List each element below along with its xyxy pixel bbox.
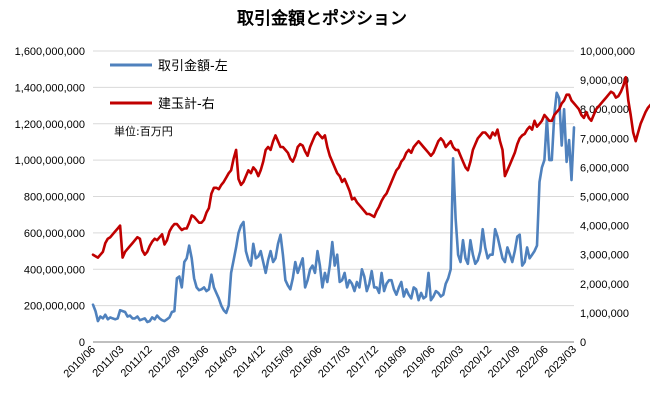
left-axis-tick-label: 1,000,000,000 — [15, 155, 85, 167]
left-axis-tick-label: 1,200,000,000 — [15, 119, 85, 131]
left-axis-tick-label: 1,400,000,000 — [15, 82, 85, 94]
right-axis-tick-label: 2,000,000 — [580, 279, 629, 291]
right-axis-tick-label: 4,000,000 — [580, 221, 629, 233]
series-line-open-interest — [91, 75, 650, 259]
right-axis-tick-label: 8,000,000 — [580, 104, 629, 116]
legend: 取引金額-左 建玉計-右 — [110, 58, 228, 112]
left-axis-ticks: 0 200,000,000 400,000,000 600,000,000 800,00… — [15, 46, 85, 349]
chart-title: 取引金額とポジション — [237, 8, 407, 29]
right-axis-ticks: 0 1,000,000 2,000,000 3,000,000 4,000,000 5,0… — [580, 46, 635, 349]
unit-label: 単位:百万円 — [114, 124, 173, 138]
right-axis-tick-label: 3,000,000 — [580, 250, 629, 262]
legend-label-trading-amount: 取引金額-左 — [158, 58, 228, 74]
left-axis-tick-label: 1,600,000,000 — [15, 46, 85, 58]
left-axis-tick-label: 800,000,000 — [24, 192, 85, 204]
left-axis-tick-label: 400,000,000 — [24, 264, 85, 276]
right-axis-tick-label: 0 — [580, 337, 586, 349]
series-lines — [91, 75, 650, 324]
left-axis-tick-label: 0 — [79, 337, 85, 349]
series-line-trading-amount — [91, 91, 576, 324]
right-axis-tick-label: 9,000,000 — [580, 75, 629, 87]
right-axis-tick-label: 7,000,000 — [580, 133, 629, 145]
gridlines — [93, 50, 574, 307]
right-axis-tick-label: 6,000,000 — [580, 162, 629, 174]
right-axis-tick-label: 10,000,000 — [580, 46, 635, 58]
left-axis-tick-label: 200,000,000 — [24, 301, 85, 313]
right-axis-tick-label: 5,000,000 — [580, 192, 629, 204]
right-axis-tick-label: 1,000,000 — [580, 308, 629, 320]
left-axis-tick-label: 600,000,000 — [24, 228, 85, 240]
legend-label-open-interest: 建玉計-右 — [158, 96, 215, 112]
